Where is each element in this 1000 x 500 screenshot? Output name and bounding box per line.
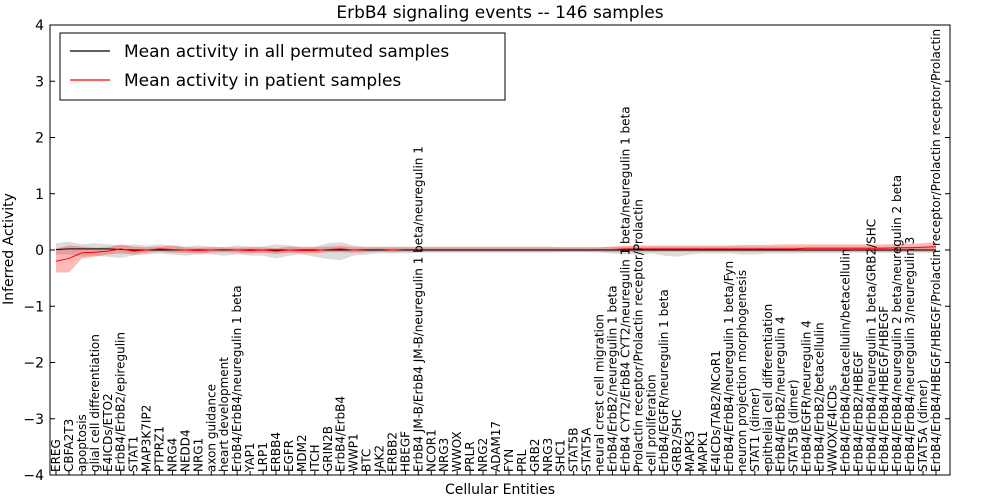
series-lines bbox=[55, 246, 937, 262]
y-axis-label: Inferred Activity bbox=[1, 193, 17, 305]
x-tick-label: STAT5A bbox=[580, 427, 594, 472]
x-tick-label: PTPRZ1 bbox=[153, 426, 167, 472]
x-tick-label: NRG2 bbox=[476, 438, 490, 472]
x-tick-label: neuron projection morphogenesis bbox=[735, 270, 749, 472]
x-tick-label: ErbB4/ErbB4 bbox=[334, 396, 348, 472]
x-tick-label: WWP1 bbox=[347, 433, 361, 472]
x-tick-label: NEDD4 bbox=[178, 429, 192, 472]
band-permuted bbox=[56, 241, 936, 261]
legend-label-patient: Mean activity in patient samples bbox=[124, 71, 401, 91]
x-tick-label: STAT1 bbox=[127, 436, 141, 472]
x-tick-label: CBFA2T3 bbox=[62, 419, 76, 472]
y-tick-label: −2 bbox=[23, 356, 44, 372]
x-tick-label: STAT5B bbox=[567, 428, 581, 473]
x-tick-label: epithelial cell differentiation bbox=[761, 304, 775, 472]
y-tick-label: 1 bbox=[35, 187, 44, 203]
x-tick-label: ErbB4/EGFR/neuregulin 4 bbox=[800, 320, 814, 472]
x-tick-label: ErbB4/ErbB2/neuregulin 1 beta bbox=[605, 285, 619, 472]
x-tick-label: ErbB4/ErbB2/epiregulin bbox=[114, 332, 128, 472]
x-tick-label: heart development bbox=[217, 357, 231, 472]
x-tick-label: E4ICDs/ETO2 bbox=[101, 393, 115, 472]
x-tick-label: glial cell differentiation bbox=[88, 334, 102, 472]
x-tick-label: SHC1 bbox=[554, 439, 568, 472]
x-tick-label: ErbB4/ErbB2/neuregulin 4 bbox=[774, 316, 788, 472]
legend: Mean activity in all permuted samples Me… bbox=[59, 32, 506, 101]
x-tick-label: NRG3 bbox=[541, 438, 555, 472]
x-tick-label: ErbB4/ErbB4/neuregulin 1 beta bbox=[230, 285, 244, 472]
x-tick-label: ErbB4/ErbB4/neuregulin 2 beta/neuregulin… bbox=[890, 175, 904, 472]
y-tick-label: −4 bbox=[23, 468, 44, 484]
x-tick-label: STAT1 (dimer) bbox=[748, 388, 762, 472]
x-tick-label: NRG1 bbox=[191, 438, 205, 472]
legend-box bbox=[59, 32, 506, 101]
confidence-bands bbox=[56, 241, 936, 273]
x-tick-label: GRIN2B bbox=[321, 426, 335, 472]
x-tick-label: HBEGF bbox=[398, 431, 412, 472]
x-tick-label: MAP3K7IP2 bbox=[140, 405, 154, 472]
legend-label-permuted: Mean activity in all permuted samples bbox=[124, 42, 449, 62]
x-tick-label: GRB2/SHC bbox=[670, 409, 684, 472]
x-tick-label: STAT5A (dimer) bbox=[916, 379, 930, 472]
x-tick-label: MAPK3 bbox=[683, 431, 697, 472]
x-tick-label: ErbB4/ErbB4/betacellulin/betacellulin bbox=[838, 249, 852, 472]
x-tick-label: neural crest cell migration bbox=[593, 314, 607, 472]
plot-frame bbox=[49, 24, 951, 476]
x-tick-label: ErbB4/ErbB4/HBEGF/HBEGF/Prolactin recept… bbox=[929, 29, 943, 472]
x-tick-label: ErbB4/ErbB4/neuregulin 1 beta/Fyn bbox=[722, 261, 736, 472]
x-tick-label: NCOR1 bbox=[424, 429, 438, 472]
x-tick-label: ErbB4/ErbB4/neuregulin 3/neuregulin 3 bbox=[903, 237, 917, 472]
x-tick-label: ErbB4/EGFR/neuregulin 1 beta bbox=[657, 289, 671, 472]
series-line-patient bbox=[55, 246, 937, 262]
x-tick-label: ErbB4/ErbB4/HBEGF/HBEGF bbox=[877, 306, 891, 472]
y-tick-label: 3 bbox=[35, 74, 44, 90]
x-tick-label: NRG4 bbox=[165, 438, 179, 472]
x-tick-label: ErbB4/ErbB4/neuregulin 1 beta/GRB2/SHC bbox=[864, 219, 878, 472]
x-tick-label: E4ICDs/TAB2/NCoR1 bbox=[709, 350, 723, 472]
x-tick-label: Prolactin receptor/Prolactin receptor/Pr… bbox=[631, 199, 645, 472]
x-tick-label: ITCH bbox=[308, 444, 322, 472]
x-tick-label: cell proliferation bbox=[644, 374, 658, 472]
x-tick-label: PRL bbox=[515, 449, 529, 472]
x-axis-ticks bbox=[55, 471, 937, 475]
x-tick-label: WWOX/E4ICDs bbox=[825, 385, 839, 472]
x-tick-label: NRG3 bbox=[437, 438, 451, 472]
x-tick-label: EREG bbox=[49, 439, 63, 472]
x-tick-label: WWOX bbox=[450, 431, 464, 472]
x-tick-label: ErbB4/ErbB2/betacellulin bbox=[813, 322, 827, 472]
x-tick-label: ErbB4 CYT2/ErbB4 CYT2/neuregulin 1 beta/… bbox=[618, 106, 632, 472]
x-tick-label: ErbB4 JM-B/ErbB4 JM-B/neuregulin 1 beta/… bbox=[411, 146, 425, 472]
y-tick-label: 2 bbox=[35, 131, 44, 147]
x-tick-label: axon guidance bbox=[204, 384, 218, 472]
y-tick-label: 0 bbox=[35, 243, 44, 259]
x-tick-label: ERBB4 bbox=[269, 432, 283, 472]
x-tick-label: ADAM17 bbox=[489, 421, 503, 472]
x-tick-label: GRB2 bbox=[528, 438, 542, 472]
y-tick-label: −3 bbox=[23, 412, 44, 428]
y-axis-ticks: −4 −3 −2 −1 0 1 2 3 4 bbox=[23, 18, 950, 484]
y-tick-label: −1 bbox=[23, 299, 44, 315]
x-tick-label: YAP1 bbox=[243, 443, 257, 473]
x-tick-label: JAK2 bbox=[373, 445, 387, 473]
x-tick-label: FYN bbox=[502, 449, 516, 472]
x-tick-label: BTC bbox=[360, 449, 374, 472]
x-axis-label: Cellular Entities bbox=[445, 482, 555, 498]
x-tick-label: apoptosis bbox=[75, 414, 89, 472]
x-tick-label: ERBB2 bbox=[385, 432, 399, 472]
x-tick-label: LRP1 bbox=[256, 442, 270, 472]
y-tick-label: 4 bbox=[35, 18, 44, 34]
x-tick-label: STAT5B (dimer) bbox=[787, 379, 801, 472]
chart-title: ErbB4 signaling events -- 146 samples bbox=[336, 3, 663, 23]
x-tick-label: MAPK1 bbox=[696, 431, 710, 472]
x-tick-label: PRLR bbox=[463, 441, 477, 472]
x-tick-label: MDM2 bbox=[295, 434, 309, 472]
x-tick-label: EGFR bbox=[282, 440, 296, 472]
x-tick-label: ErbB4/ErbB2/HBEGF bbox=[851, 351, 865, 472]
